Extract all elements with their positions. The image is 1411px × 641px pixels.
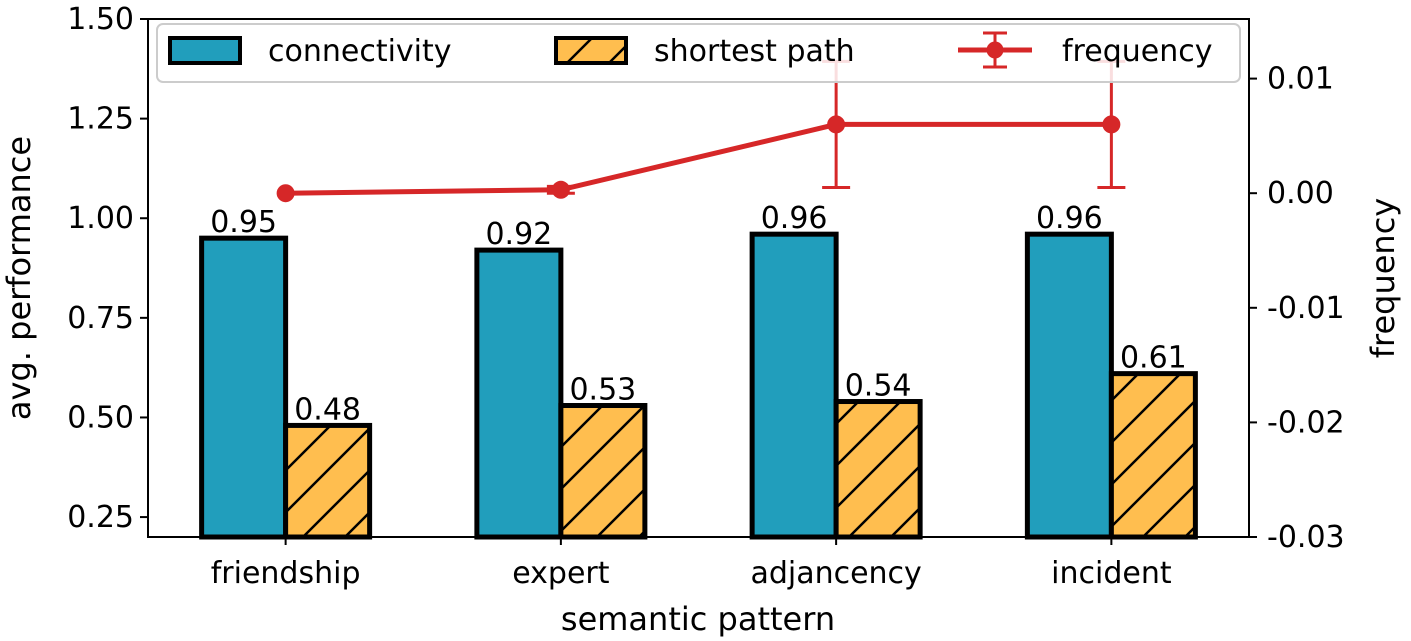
data-label-shortest-path-friendship: 0.48 xyxy=(294,392,361,427)
left-y-axis: 0.25 0.50 0.75 1.00 1.25 1.50 xyxy=(67,2,148,535)
left-y-tick-label: 0.50 xyxy=(67,400,134,435)
right-y-tick-label: 0.00 xyxy=(1267,176,1334,211)
data-label-connectivity-incident: 0.96 xyxy=(1036,201,1103,236)
right-y-axis: -0.03 -0.02 -0.01 0.00 0.01 xyxy=(1249,62,1345,555)
right-y-axis-title: frequency xyxy=(1364,198,1402,359)
left-y-axis-title: avg. performance xyxy=(0,136,38,420)
x-tick-label-expert: expert xyxy=(512,556,610,591)
bar-connectivity-expert xyxy=(474,247,564,540)
bar-shortest-path-adjancency xyxy=(833,399,923,540)
legend-label-frequency: frequency xyxy=(1062,34,1212,69)
legend-box xyxy=(156,23,1241,83)
plot-frame xyxy=(147,18,1250,538)
data-label-shortest-path-adjancency: 0.54 xyxy=(845,369,912,404)
x-tick-label-adjancency: adjancency xyxy=(750,556,921,591)
frequency-series-line xyxy=(285,121,1112,196)
left-y-tick-label: 0.75 xyxy=(67,301,134,336)
left-y-tick-label: 0.25 xyxy=(67,500,134,535)
right-y-tick-label: -0.03 xyxy=(1267,520,1345,555)
data-label-connectivity-adjancency: 0.96 xyxy=(761,201,828,236)
x-tick-label-friendship: friendship xyxy=(211,556,361,591)
right-y-tick-label: -0.01 xyxy=(1267,291,1345,326)
right-y-tick-label: -0.02 xyxy=(1267,405,1345,440)
bar-connectivity-incident xyxy=(1024,231,1114,540)
bar-shortest-path-expert xyxy=(558,403,648,540)
bars xyxy=(199,231,1198,540)
axes xyxy=(147,18,1250,538)
x-axis: friendship expert adjancency incident xyxy=(211,537,1172,591)
bar-connectivity-adjancency xyxy=(749,231,839,540)
legend-swatch-connectivity xyxy=(168,36,242,65)
legend-swatch-shortest-path xyxy=(554,36,628,65)
data-label-connectivity-expert: 0.92 xyxy=(485,217,552,252)
frequency-point-expert xyxy=(551,180,570,199)
legend-swatch-frequency xyxy=(958,31,1032,69)
left-y-tick-label: 1.00 xyxy=(67,201,134,236)
bar-connectivity-friendship xyxy=(199,235,289,540)
frequency-point-friendship xyxy=(276,184,295,203)
frequency-point-adjancency xyxy=(827,115,846,134)
right-y-tick-label: 0.01 xyxy=(1267,62,1334,97)
bar-shortest-path-incident xyxy=(1108,371,1198,540)
x-tick-label-incident: incident xyxy=(1051,556,1172,591)
left-y-tick-label: 1.50 xyxy=(67,2,134,37)
data-label-shortest-path-incident: 0.61 xyxy=(1120,341,1187,376)
frequency-point-incident xyxy=(1102,115,1121,134)
legend: connectivity shortest path frequency xyxy=(156,23,1241,83)
bar-shortest-path-friendship xyxy=(283,422,373,540)
left-y-tick-label: 1.25 xyxy=(67,102,134,137)
x-axis-title: semantic pattern xyxy=(561,600,835,638)
legend-label-connectivity: connectivity xyxy=(268,34,452,69)
legend-label-shortest-path: shortest path xyxy=(654,34,855,69)
data-labels: 0.95 0.92 0.96 0.96 0.48 0.53 0.54 0.61 xyxy=(210,201,1187,427)
data-label-connectivity-friendship: 0.95 xyxy=(210,205,277,240)
data-label-shortest-path-expert: 0.53 xyxy=(569,373,636,408)
